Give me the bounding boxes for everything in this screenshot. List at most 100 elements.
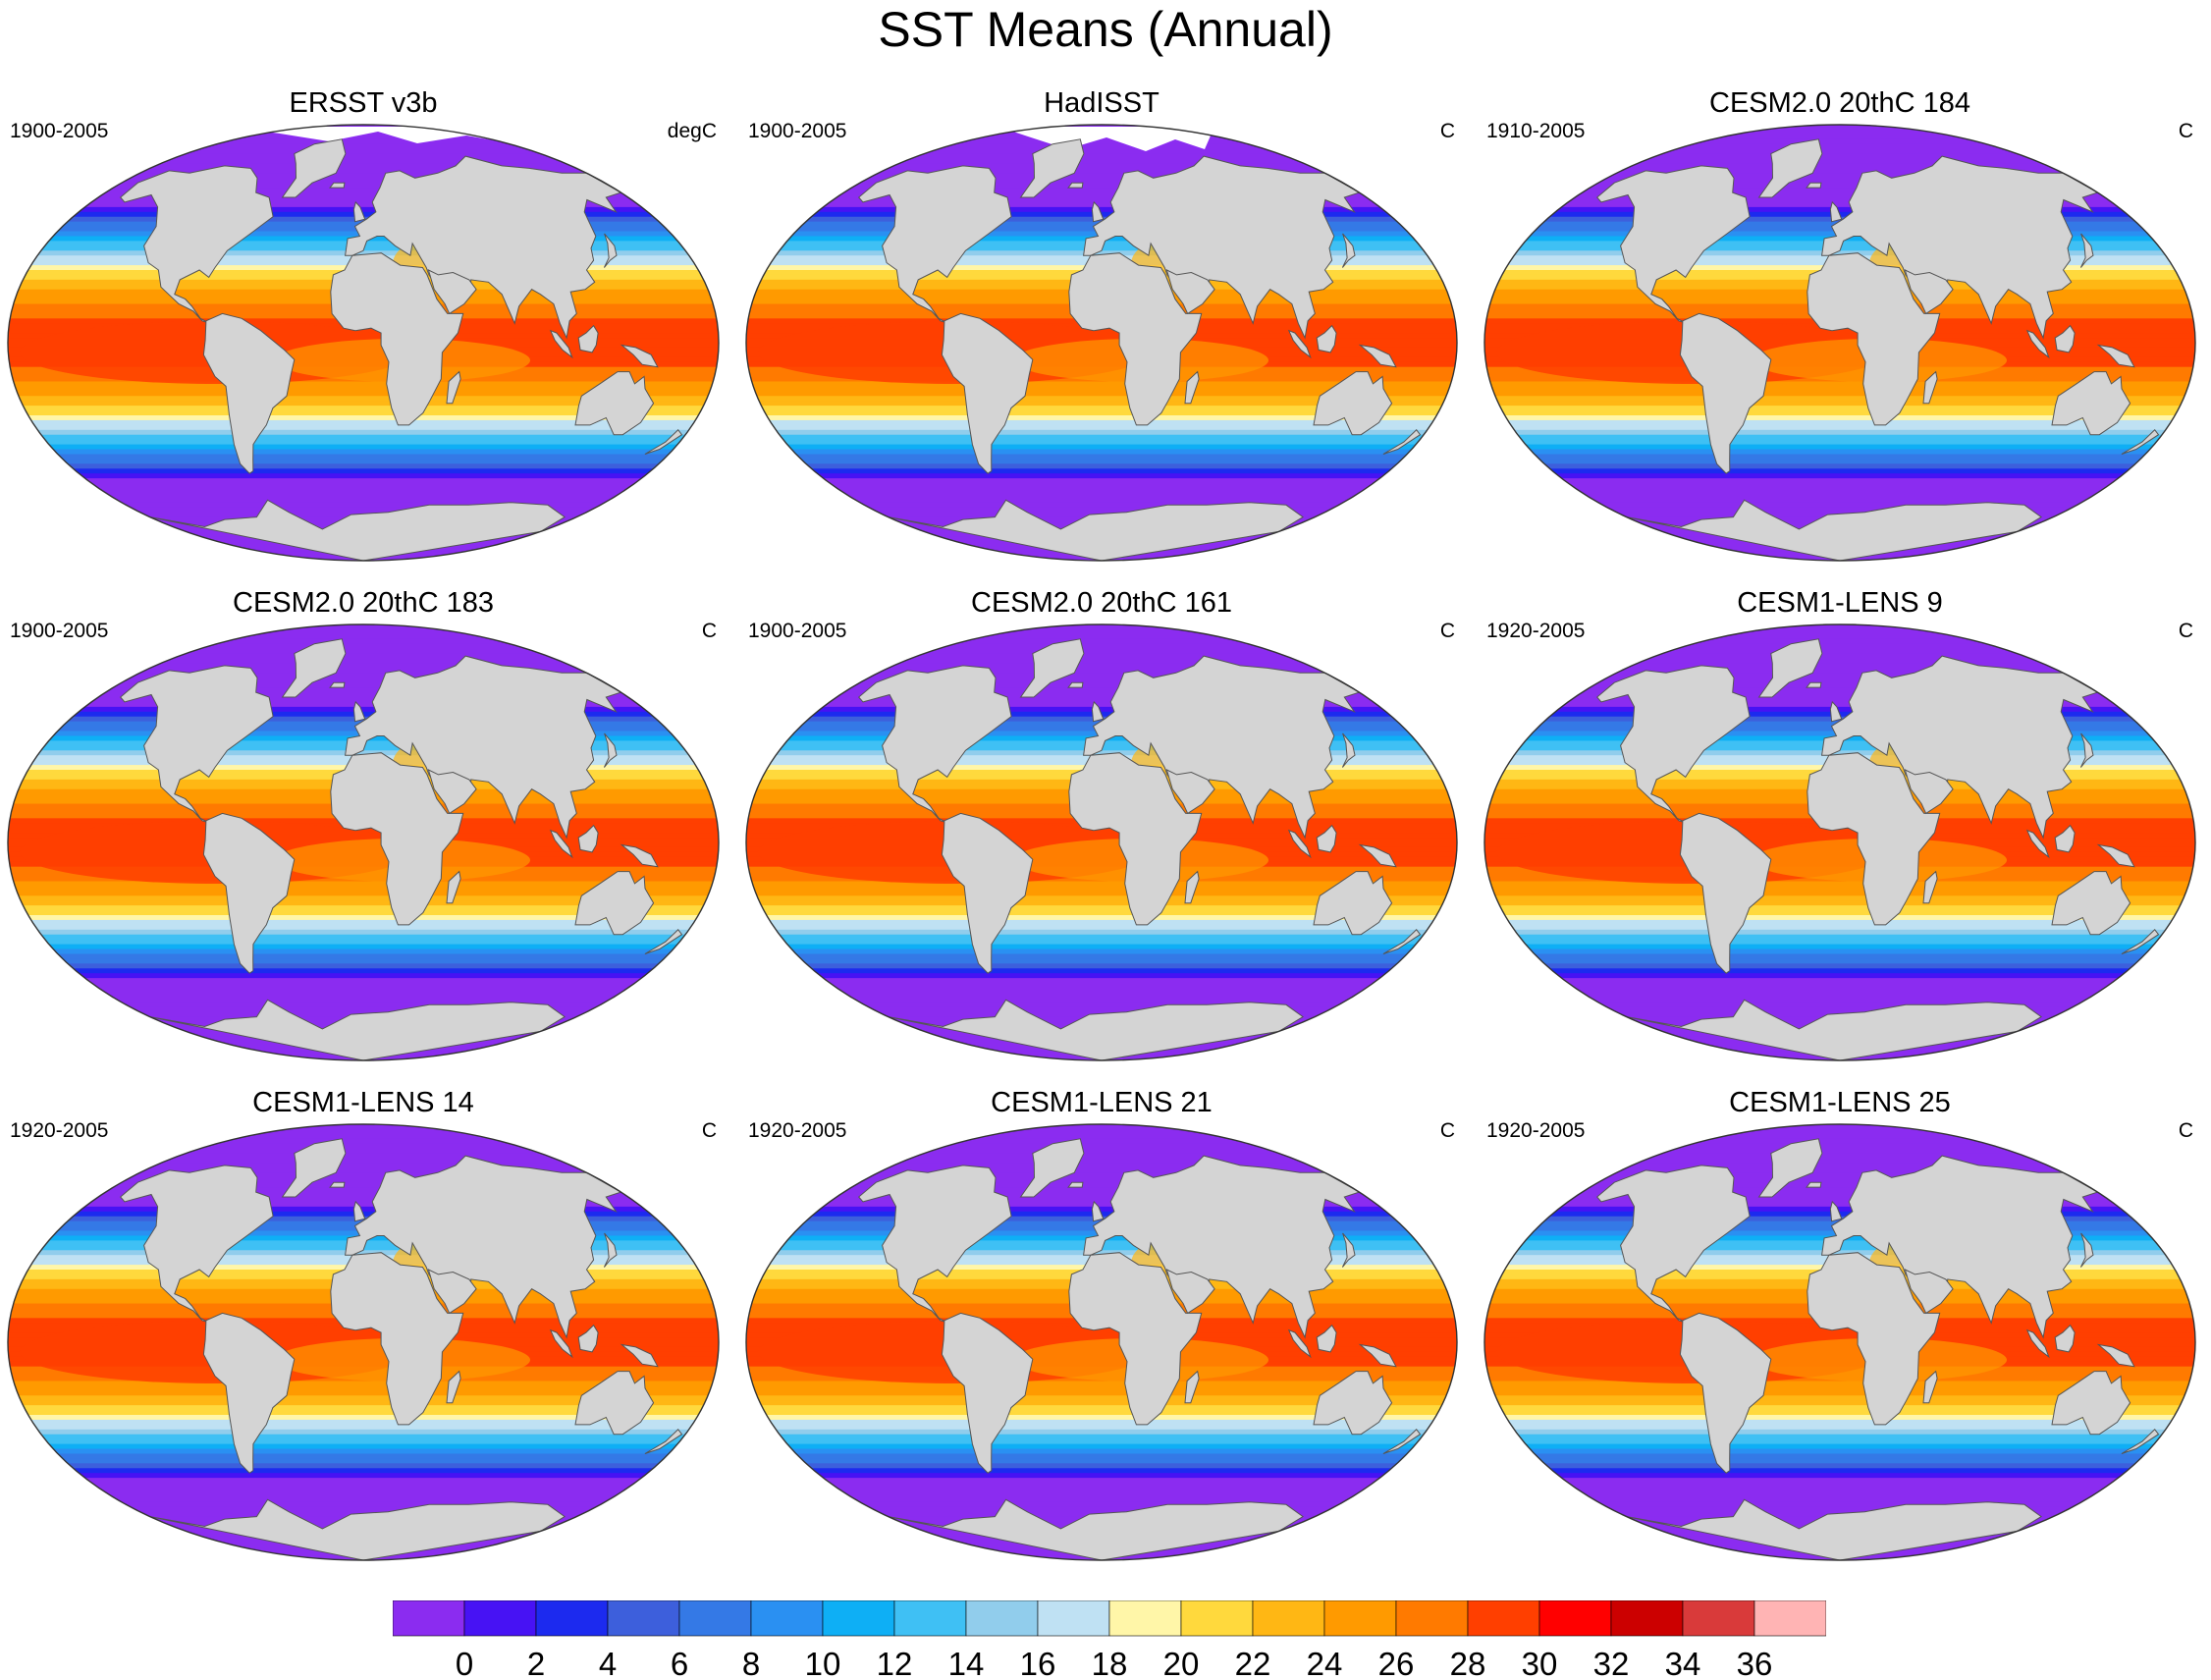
sst-band [8,434,719,441]
sst-band [8,1395,719,1401]
landmass-new-zealand [2121,429,2160,455]
landmass-arabia [427,1269,477,1315]
sst-band [8,1143,719,1150]
sst-band [1484,192,2195,198]
sst-band [8,478,719,484]
map-border [1483,1123,2196,1561]
sst-band [1484,483,2195,489]
sst-band [8,1458,719,1464]
landmass-new-zealand [1382,1429,1422,1454]
sst-band [8,1177,719,1183]
sst-band [8,919,719,926]
sst-band [1484,391,2195,397]
colorbar-tick-label: 24 [1307,1646,1343,1679]
sst-band [746,1201,1457,1208]
landmass-borneo [2054,1324,2076,1353]
sst-band [8,1138,719,1145]
landmass-new-zealand [1382,929,1422,954]
sst-band [1484,183,2195,189]
colorbar-swatch [1538,1600,1612,1637]
map-panel: CESM2.0 20thC 183 1900-2005 C [0,585,727,1076]
sst-band [8,1424,719,1431]
sst-band [1484,668,2195,674]
sst-band [8,386,719,392]
panel-title: CESM1-LENS 25 [1729,1087,1951,1118]
panel-title: CESM2.0 20thC 184 [1709,87,1970,119]
landmass-sumatra [1287,1328,1312,1359]
sst-band [746,1468,1457,1474]
sst-band [8,153,719,160]
sst-band [8,1328,719,1333]
sst-band [746,1488,1457,1493]
sst-band [746,192,1457,198]
sst-band [746,483,1457,489]
panel-units: C [2178,1119,2193,1142]
sst-map [745,623,1458,1061]
sst-band [1484,178,2195,184]
sst-band [746,900,1457,906]
map-border [7,1123,720,1561]
sst-band [1484,206,2195,213]
sst-band [1484,958,2195,964]
sst-band [8,1473,719,1479]
colorbar-tick-label: 14 [948,1646,985,1679]
sst-band [746,1438,1457,1445]
landmass-africa [1068,252,1203,426]
sst-band [1484,953,2195,959]
landmass-uk [1829,700,1843,723]
sst-band [746,1381,1457,1386]
sst-band [1484,1491,2195,1498]
sst-band [8,624,719,630]
sst-band [1484,948,2195,955]
sst-band [746,944,1457,950]
sst-band [1484,963,2195,969]
sst-band [746,396,1457,402]
landmass-north-america [857,1165,1012,1324]
landmass-new-zealand [1382,429,1422,455]
sst-band [1484,502,2195,509]
sst-field [746,125,1457,561]
panel-units: C [1439,120,1455,142]
sst-band [8,692,719,698]
sst-band [1484,201,2195,208]
sst-band [746,1429,1457,1436]
sst-band [746,687,1457,693]
sst-band [8,905,719,911]
sst-band [746,492,1457,499]
map-border [7,623,720,1061]
landmass-australia [2051,371,2131,436]
map-border [1483,623,2196,1061]
sst-band [8,1400,719,1406]
landmass-antarctica [1626,999,2043,1060]
sst-band [746,648,1457,655]
panel-period: 1900-2005 [10,120,109,142]
sst-map [1483,623,2196,1061]
sst-band [8,415,719,421]
sst-band [746,1182,1457,1188]
landmass-new-guinea [1358,344,1397,368]
sst-band [746,910,1457,916]
sst-band [1484,1400,2195,1406]
sst-band [8,201,719,208]
colorbar-swatch [535,1600,609,1637]
panel-title: ERSST v3b [289,87,438,119]
panel-period: 1920-2005 [748,1119,847,1142]
sst-band [746,653,1457,660]
landmass-north-america [119,165,274,324]
sst-band [746,473,1457,479]
sst-band [8,1133,719,1140]
sst-band [1484,1158,2195,1165]
sst-band [746,401,1457,406]
sst-band [1484,439,2195,446]
sst-band [1484,895,2195,901]
sst-band [746,391,1457,397]
landmass-africa [330,252,464,426]
sst-band [746,983,1457,989]
panel-title: CESM2.0 20thC 183 [233,587,494,619]
sst-band [8,1206,719,1213]
sst-band [746,828,1457,834]
landmass-arabia [1904,269,1954,315]
colorbar-swatch [463,1600,537,1637]
sst-band [746,1177,1457,1183]
sst-band [1484,134,2195,140]
